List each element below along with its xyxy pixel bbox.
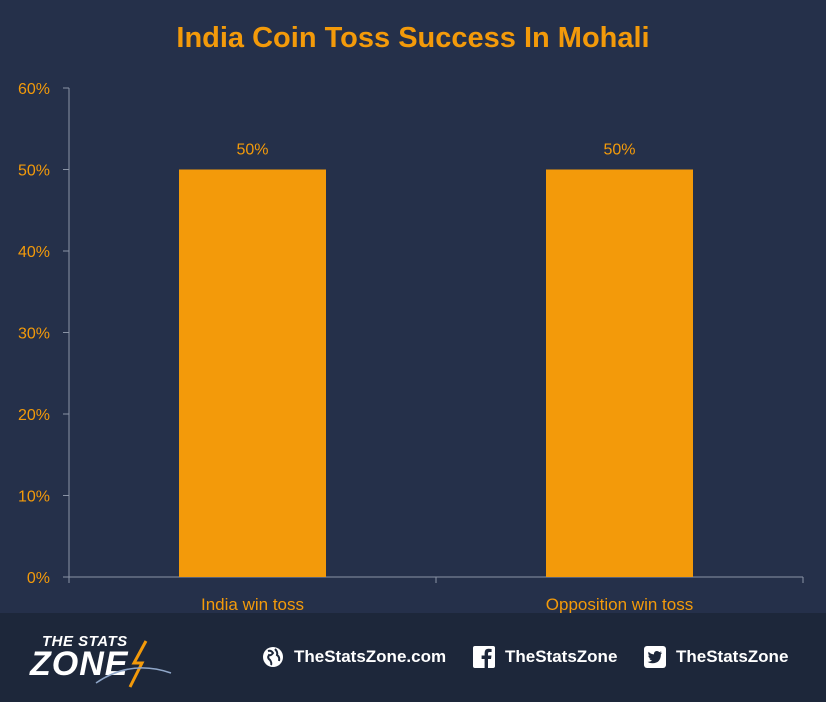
twitter-icon (644, 646, 666, 668)
twitter-label: TheStatsZone (676, 647, 789, 666)
y-tick-label: 60% (18, 81, 50, 98)
facebook-link[interactable]: TheStatsZone (473, 643, 617, 671)
website-link[interactable]: TheStatsZone.com (262, 643, 446, 671)
y-tick-label: 0% (27, 570, 50, 587)
globe-icon (263, 647, 283, 667)
footer: THE STATS ZONE TheStatsZone.com TheStats… (0, 613, 826, 702)
y-tick-label: 50% (18, 163, 50, 180)
chart-panel: 0% 10% 20% 30% 40% 50% 60% 50% India win toss 50%… (0, 0, 826, 613)
stats-zone-logo: THE STATS ZONE (30, 631, 180, 688)
logo-bolt-icon (95, 640, 172, 688)
x-category-label: Opposition win toss (546, 595, 693, 613)
x-category-label: India win toss (201, 595, 304, 613)
y-tick-label: 10% (18, 489, 50, 506)
bar-data-label: 50% (603, 142, 635, 159)
bar (179, 169, 326, 577)
logo-text-bottom: ZONE (30, 645, 129, 683)
website-label: TheStatsZone.com (294, 647, 447, 666)
logo-text-top: THE STATS (42, 633, 128, 650)
bar (546, 169, 693, 577)
twitter-link[interactable]: TheStatsZone (644, 643, 788, 671)
bar-chart: 0% 10% 20% 30% 40% 50% 60% 50% India win toss 50%… (18, 81, 804, 613)
facebook-label: TheStatsZone (505, 647, 618, 666)
y-tick-label: 40% (18, 244, 50, 261)
bar-data-label: 50% (236, 142, 268, 159)
facebook-icon (473, 646, 495, 668)
chart-title: India Coin Toss Success In Mohali (176, 22, 650, 54)
y-tick-label: 20% (18, 407, 50, 424)
y-tick-label: 30% (18, 326, 50, 343)
